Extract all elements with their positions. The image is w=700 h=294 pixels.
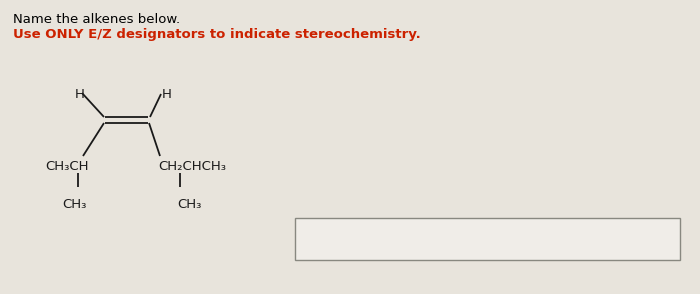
Text: CH₃CH: CH₃CH: [45, 160, 88, 173]
Text: H: H: [162, 88, 172, 101]
Text: Name the alkenes below.: Name the alkenes below.: [13, 13, 180, 26]
Bar: [295, 218, 680, 260]
Text: CH₃: CH₃: [62, 198, 86, 211]
Text: CH₃: CH₃: [177, 198, 202, 211]
Text: CH₂CHCH₃: CH₂CHCH₃: [158, 160, 226, 173]
Text: H: H: [75, 88, 85, 101]
Text: Use ONLY E/Z designators to indicate stereochemistry.: Use ONLY E/Z designators to indicate ste…: [13, 28, 421, 41]
